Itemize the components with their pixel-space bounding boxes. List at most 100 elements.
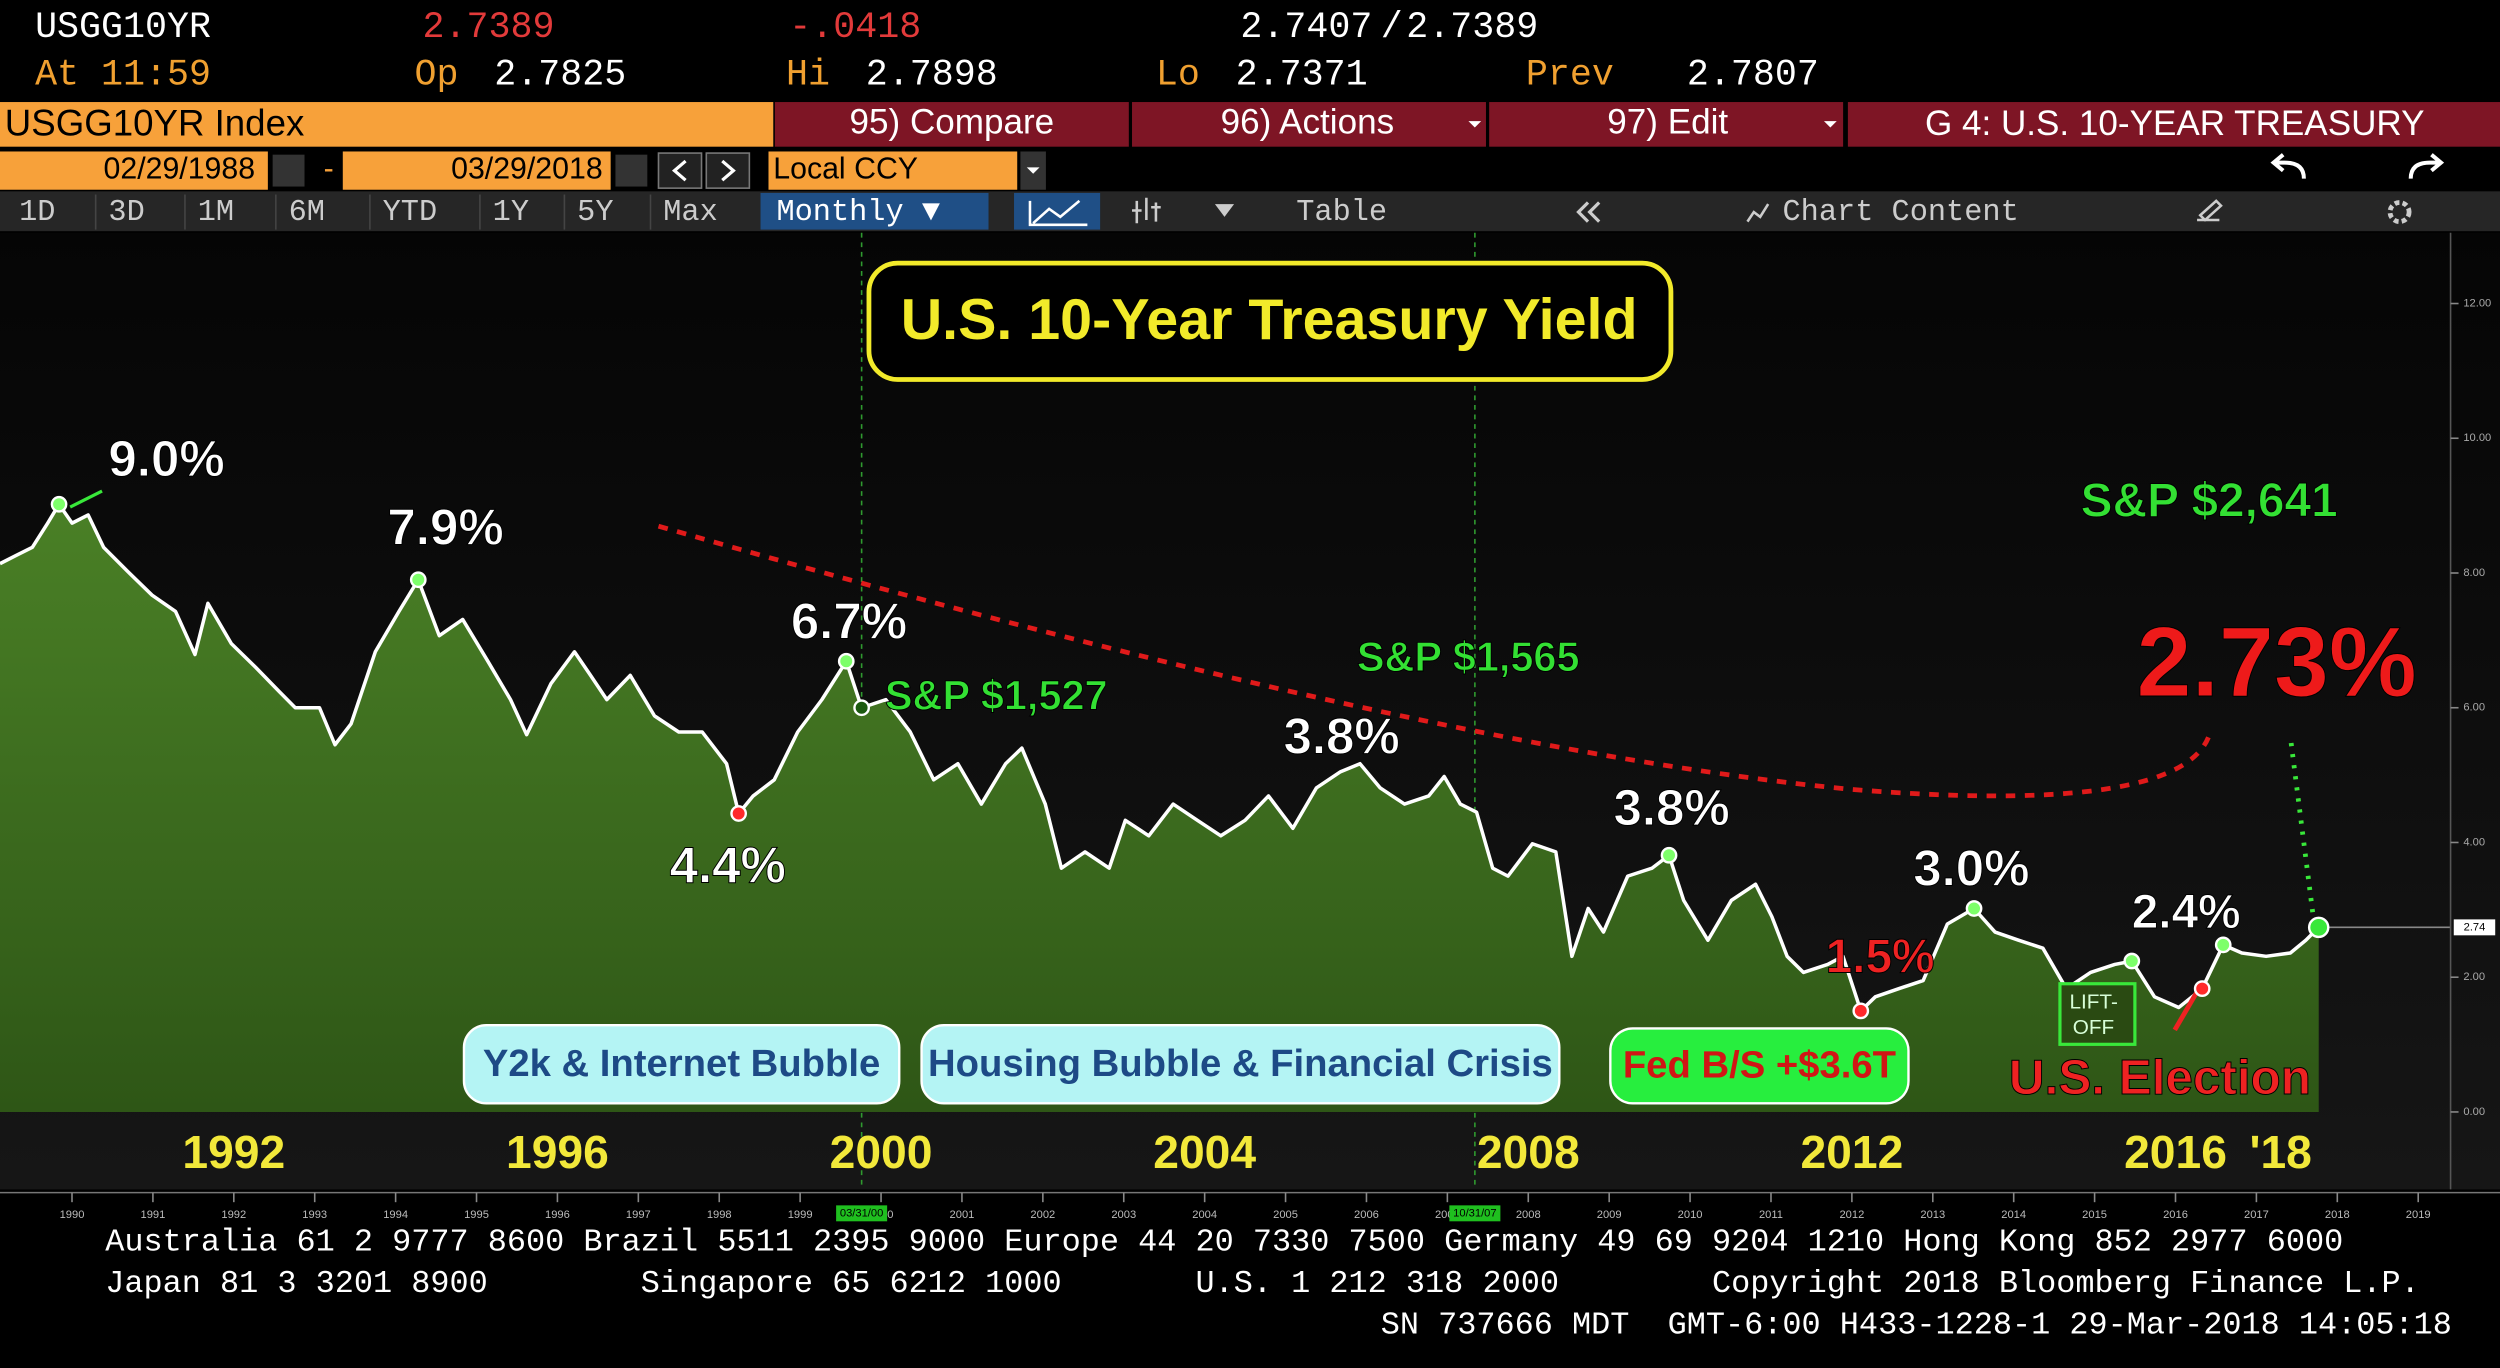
x-tick-label: 2017 [2244, 1209, 2269, 1221]
currency-input[interactable] [768, 151, 1018, 190]
x-tick-label: 2018 [2325, 1209, 2350, 1221]
quote-header: USGG10YR 2.7389 -.0418 2.7407 / 2.7389 A… [35, 7, 1819, 97]
redo-icon[interactable] [2408, 153, 2445, 179]
x-tick-label: 2003 [1111, 1209, 1136, 1221]
range-tab[interactable]: 3D [108, 196, 144, 230]
next-button[interactable] [705, 152, 751, 189]
y-tick-label: 8.00 [2463, 567, 2485, 579]
annotation: 9.0% [108, 430, 224, 487]
y-tick-label: 10.00 [2463, 432, 2491, 444]
currency[interactable]: Local CCY [773, 153, 918, 186]
period-select[interactable] [760, 192, 989, 230]
bar-icon[interactable] [1132, 197, 1161, 224]
undo-icon[interactable] [2270, 153, 2306, 179]
collapse-icon[interactable] [1576, 201, 1601, 223]
start-date[interactable]: 02/29/1988 [104, 153, 256, 186]
year-label: 1996 [506, 1126, 609, 1178]
event-box [920, 1024, 1561, 1105]
x-tick-label: 1992 [221, 1209, 246, 1221]
calendar-icon[interactable] [615, 154, 648, 187]
x-tick-label: 1999 [788, 1209, 813, 1221]
end-date-input[interactable] [342, 151, 611, 190]
y-tick-label: 2.00 [2463, 971, 2485, 983]
prev-button[interactable] [657, 152, 703, 189]
year-label: 2008 [1477, 1126, 1580, 1178]
x-tick-label: 1994 [383, 1209, 408, 1221]
point-marker [2307, 916, 2330, 939]
range-tab[interactable]: 5Y [577, 196, 613, 230]
point-marker [1965, 900, 1983, 917]
point-marker [837, 652, 855, 670]
actions-button[interactable] [1132, 102, 1486, 147]
x-tick-label: 2016 [2163, 1209, 2188, 1221]
annotation: S&P $1,527 [885, 671, 1108, 718]
compare-button[interactable] [774, 102, 1129, 147]
slash: / [1381, 7, 1403, 49]
line [0, 502, 2320, 1013]
actions-label[interactable]: 96) Actions [1221, 103, 1394, 142]
value: 2.7825 [494, 55, 626, 97]
event-box [1609, 1027, 1910, 1105]
trend-curve [657, 523, 2213, 799]
start-date-input[interactable] [0, 151, 268, 190]
x-tick-label: 1990 [60, 1209, 85, 1221]
annotation: OFF [2073, 1016, 2114, 1039]
x-tick-label: 2002 [1030, 1209, 1055, 1221]
last: 2.7389 [423, 7, 555, 49]
date-dash: - [324, 153, 334, 186]
range-tab[interactable]: 1D [19, 196, 55, 230]
x-tick-label: 2004 [1192, 1209, 1217, 1221]
settings-icon[interactable] [2387, 200, 2412, 225]
period[interactable]: Monthly ▼ [776, 196, 940, 230]
year-label: 2016 [2124, 1126, 2227, 1178]
range-tab[interactable]: Max [663, 196, 718, 230]
edit-icon[interactable] [2197, 199, 2223, 222]
tabs: 1D 3D 1M 6M YTD 1Y 5Y Max [19, 194, 718, 230]
table-tab[interactable]: Table [1296, 196, 1387, 230]
event-label: Y2k & Internet Bubble [483, 1042, 880, 1085]
point-marker [50, 495, 68, 513]
content-icon [1746, 203, 1770, 223]
y-tick-label: 6.00 [2463, 702, 2485, 714]
event-box [462, 1024, 901, 1105]
x-tick-label: 2012 [1839, 1209, 1864, 1221]
chart-content[interactable]: Chart Content [1783, 196, 2019, 230]
label: Prev [1526, 55, 1614, 97]
x-tick-label: 1996 [545, 1209, 570, 1221]
label: Lo [1156, 55, 1200, 97]
chart-type-button[interactable] [1014, 192, 1101, 230]
annotation: 1.5% [1826, 930, 1935, 983]
x-tick-label: 2011 [1759, 1209, 1783, 1221]
last-value-label: 2.74 [2464, 921, 2486, 933]
range-tab[interactable]: YTD [383, 196, 438, 230]
event-date: 03/31/00 [840, 1207, 883, 1219]
compare-label[interactable]: 95) Compare [850, 103, 1055, 142]
annotation: 3.0% [1913, 840, 2029, 897]
dropdown-icon [1823, 121, 1837, 128]
next-icon [721, 159, 736, 182]
edit-label[interactable]: 97) Edit [1607, 103, 1728, 142]
plot: 2.74 0.00 2.00 4.00 6.00 8.00 10.00 12.00 1990 19… [0, 232, 2500, 1222]
range-tab[interactable]: 6M [289, 196, 325, 230]
pointer-line [2172, 990, 2200, 1032]
label: Op [415, 55, 459, 97]
annotation: 2.73% [2136, 607, 2416, 717]
point-marker [2123, 952, 2141, 970]
end-date[interactable]: 03/29/2018 [451, 153, 603, 186]
x-tick-label: 2006 [1354, 1209, 1379, 1221]
x-tick-label: 2008 [1516, 1209, 1541, 1221]
footer-line: SN 737666 MDT GMT-6:00 H433-1228-1 29-Ma… [1381, 1306, 2452, 1343]
range-tab[interactable]: 1M [198, 196, 234, 230]
change: -.0418 [789, 7, 921, 49]
annotation: U.S. Election [2009, 1050, 2311, 1105]
ask: 2.7389 [1406, 7, 1538, 49]
edit-button[interactable] [1489, 102, 1844, 147]
range-tab[interactable]: 1Y [493, 196, 529, 230]
x-tick-label: 1998 [707, 1209, 732, 1221]
calendar-icon[interactable] [272, 154, 305, 187]
x-tick-label: 1995 [464, 1209, 489, 1221]
event-label: Housing Bubble & Financial Crisis [928, 1042, 1553, 1085]
label: Hi [786, 55, 830, 97]
dropdown-icon[interactable] [1214, 204, 1235, 217]
